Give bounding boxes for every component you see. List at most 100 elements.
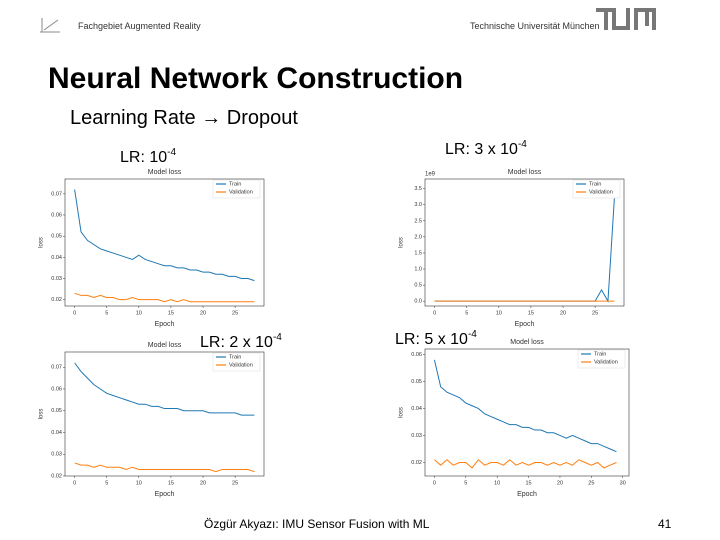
panel-label: LR: 5 x 10-4 (395, 329, 477, 349)
series-line (74, 189, 255, 282)
chart-title: Model loss (508, 169, 542, 176)
legend-label: Validation (229, 362, 253, 368)
legend-box (577, 349, 626, 369)
x-tick-label: 5 (105, 310, 108, 316)
y-tick-label: 0.02 (411, 460, 422, 466)
y-tick-label: 0.06 (51, 212, 62, 218)
chart-panel: Model loss Epoch loss 0.02 0.03 0.04 0.05 0.06 0… (399, 339, 630, 498)
panel-label-base: LR: 10 (120, 149, 167, 166)
chart-panel: Model loss Epoch loss 0.02 0.03 0.04 0.05 0.06 0… (39, 169, 265, 328)
plot-frame (424, 348, 630, 477)
x-tick-label: 15 (526, 480, 532, 486)
legend-label: Train (229, 354, 241, 360)
y-tick-label: 0.04 (411, 406, 422, 412)
legend-box (572, 179, 621, 199)
footer-text: Özgür Akyazı: IMU Sensor Fusion with ML (204, 517, 430, 531)
plot-frame (424, 178, 625, 307)
y-tick-label: 2.5 (414, 218, 422, 224)
x-axis-label: Epoch (155, 321, 175, 328)
x-tick-label: 10 (496, 310, 502, 316)
y-tick-label: 0.06 (411, 352, 422, 358)
y-tick-label: 0.05 (411, 379, 422, 385)
panel-label: LR: 2 x 10-4 (200, 332, 282, 352)
y-axis-label: loss (399, 407, 405, 418)
panel-label-base: LR: 3 x 10 (445, 141, 518, 158)
series-line (434, 459, 617, 469)
x-tick-label: 0 (433, 480, 436, 486)
x-tick-label: 20 (200, 480, 206, 486)
y-axis-label: loss (399, 237, 405, 248)
panel-label-exponent: -4 (518, 139, 527, 150)
y-tick-label: 0.02 (51, 473, 62, 479)
y-tick-label: 1.0 (414, 266, 422, 272)
slide-subtitle: Learning Rate → Dropout (70, 107, 298, 129)
plot-frame (64, 351, 265, 477)
y-axis-label: loss (39, 237, 45, 248)
legend-label: Validation (229, 189, 253, 195)
tum-logo (596, 8, 656, 30)
panel-label-exponent: -4 (167, 147, 176, 158)
x-tick-label: 15 (168, 310, 174, 316)
x-tick-label: 30 (620, 480, 626, 486)
x-tick-label: 5 (105, 480, 108, 486)
y-tick-label: 0.05 (51, 234, 62, 240)
x-tick-label: 15 (528, 310, 534, 316)
plot-frame (64, 178, 265, 307)
x-tick-label: 20 (560, 310, 566, 316)
series-line (434, 198, 615, 303)
series-line (74, 292, 255, 303)
legend-label: Train (594, 351, 606, 357)
x-tick-label: 5 (465, 310, 468, 316)
y-axis-label: loss (39, 409, 45, 420)
x-tick-label: 10 (136, 310, 142, 316)
y-tick-label: 0.03 (51, 452, 62, 458)
y-tick-label: 3.5 (414, 186, 422, 192)
header-right: Technische Universität München (470, 21, 600, 31)
y-tick-label: 0.07 (51, 191, 62, 197)
x-axis-label: Epoch (155, 491, 175, 498)
y-tick-label: 0.06 (51, 386, 62, 392)
x-tick-label: 25 (232, 310, 238, 316)
y-tick-label: 0.04 (51, 255, 62, 261)
x-tick-label: 0 (433, 310, 436, 316)
y-tick-label: 0.0 (414, 299, 422, 305)
panel-label: LR: 3 x 10-4 (445, 139, 527, 159)
y-tick-label: 0.04 (51, 430, 62, 436)
x-tick-label: 10 (136, 480, 142, 486)
panel-label-base: LR: 2 x 10 (200, 334, 273, 351)
x-tick-label: 10 (494, 480, 500, 486)
x-tick-label: 25 (588, 480, 594, 486)
x-tick-label: 0 (73, 480, 76, 486)
y-tick-label: 0.03 (51, 276, 62, 282)
legend-label: Validation (589, 189, 613, 195)
legend-box (212, 179, 261, 199)
panel-label-exponent: -4 (273, 332, 282, 343)
legend-label: Validation (594, 359, 618, 365)
panel-label-exponent: -4 (468, 329, 477, 340)
x-axis-label: Epoch (515, 321, 535, 328)
slide-title: Neural Network Construction (48, 62, 464, 95)
panel-label: LR: 10-4 (120, 147, 176, 167)
legend-label: Train (229, 181, 241, 187)
y-tick-label: 2.0 (414, 234, 422, 240)
header-left: Fachgebiet Augmented Reality (78, 21, 201, 31)
chart-title: Model loss (148, 342, 182, 349)
chart-panel: Model loss Epoch loss 1e9 0.0 0.5 1.0 1.5 2.0 2.5… (399, 169, 625, 328)
x-tick-label: 25 (232, 480, 238, 486)
legend-box (212, 352, 261, 372)
series-line (433, 359, 617, 453)
legend-label: Train (589, 181, 601, 187)
chart-title: Model loss (510, 339, 544, 346)
series-line (74, 362, 255, 416)
logo-left (40, 18, 60, 33)
x-tick-label: 15 (168, 480, 174, 486)
series-line (74, 462, 255, 473)
x-tick-label: 20 (557, 480, 563, 486)
y-tick-label: 3.0 (414, 202, 422, 208)
y-tick-label: 0.02 (51, 297, 62, 303)
page-number: 41 (658, 517, 672, 531)
x-tick-label: 5 (464, 480, 467, 486)
panel-label-base: LR: 5 x 10 (395, 331, 468, 348)
